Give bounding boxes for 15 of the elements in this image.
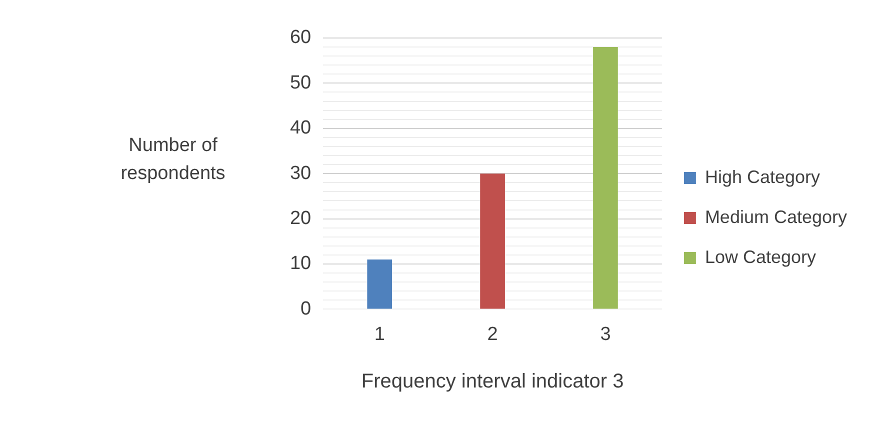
y-tick-label: 30 — [290, 162, 312, 184]
x-tick-label: 3 — [600, 324, 611, 345]
y-tick-label: 10 — [290, 253, 312, 274]
legend-label: Low Category — [704, 246, 816, 267]
y-tick-label: 0 — [300, 298, 312, 320]
legend-label: Medium Category — [704, 206, 848, 227]
y-tick-label: 40 — [290, 118, 312, 139]
y-tick-label: 60 — [290, 27, 312, 48]
y-axis-title: Number of respondents — [120, 134, 226, 184]
x-tick-label: 1 — [374, 324, 385, 345]
y-tick-label: 50 — [290, 72, 312, 94]
legend-label: High Category — [704, 166, 820, 187]
x-axis-title: Frequency interval indicator 3 — [361, 370, 624, 393]
x-tick-label: 2 — [487, 324, 498, 345]
y-tick-label: 20 — [290, 208, 312, 230]
